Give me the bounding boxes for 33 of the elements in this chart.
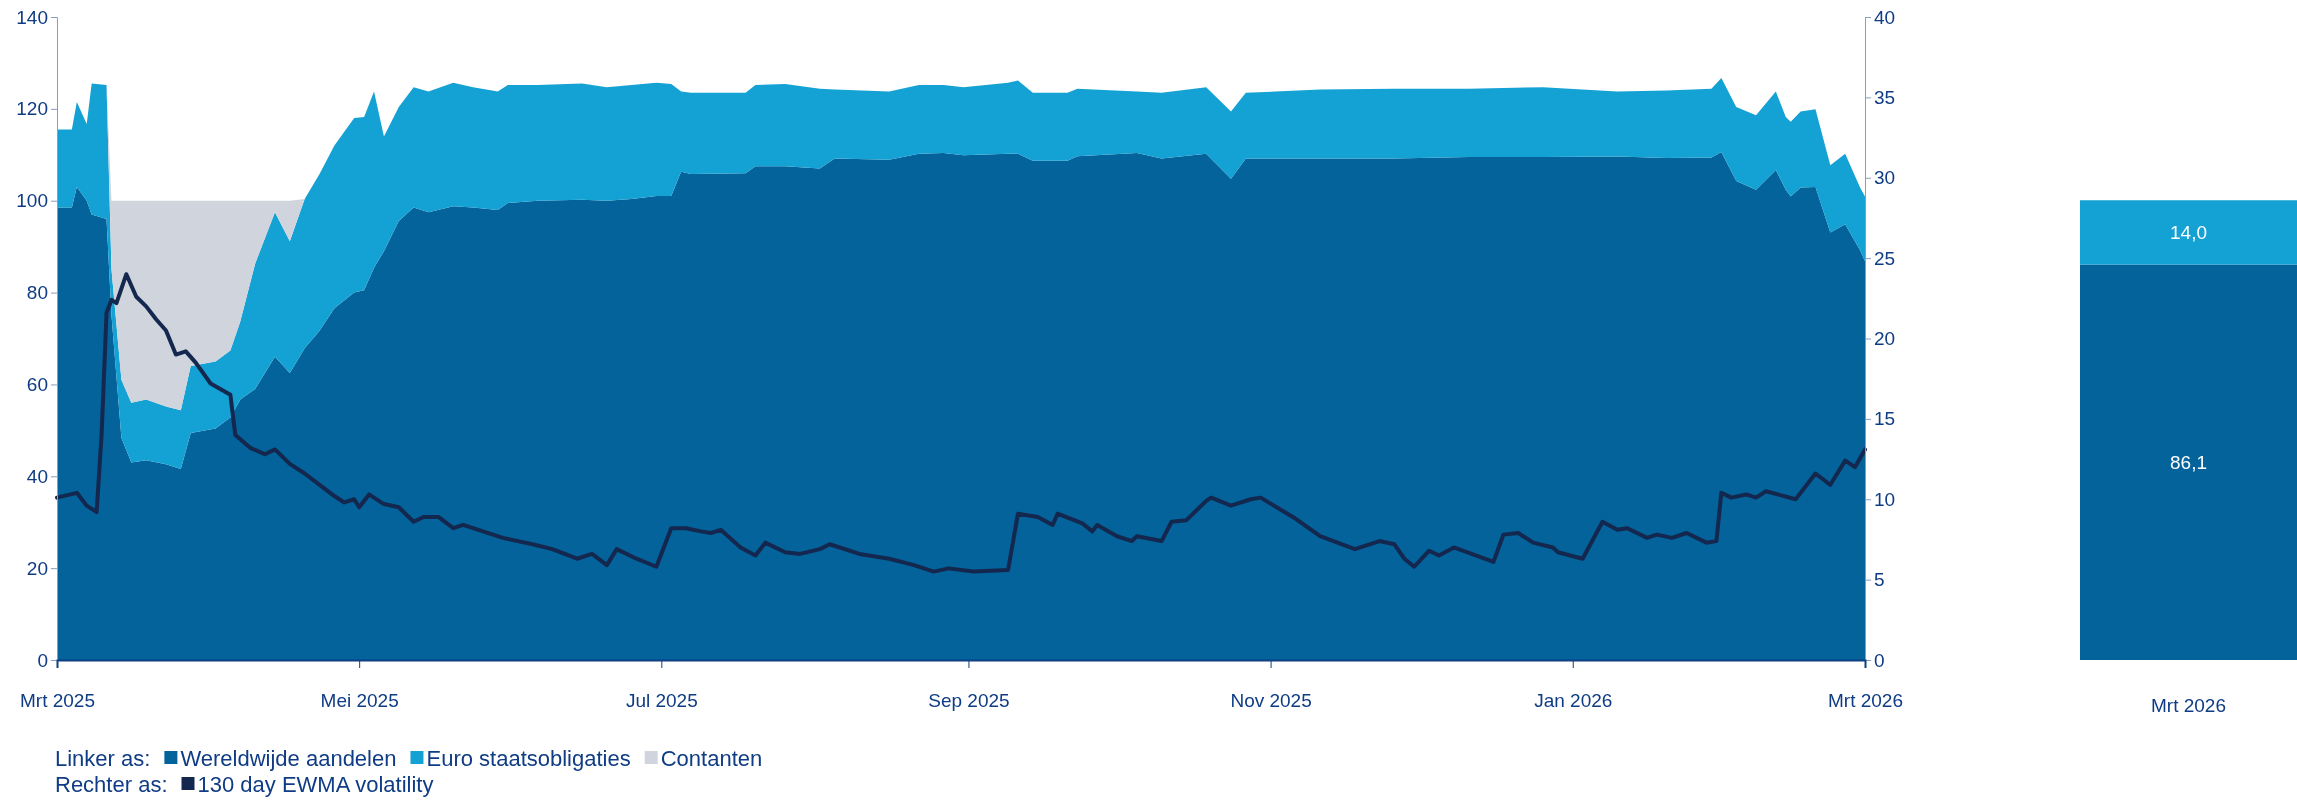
x-tick-label: Mrt 2025 [20, 690, 95, 712]
x-tick-label: Sep 2025 [928, 690, 1010, 712]
y-tick-label: 0 [37, 649, 48, 671]
data-label: 14,0 [2170, 222, 2207, 244]
y2-tick-label: 10 [1874, 488, 1896, 510]
text: Rechter as: [55, 772, 168, 797]
y2-tick-label: 30 [1874, 167, 1896, 189]
y-tick-label: 120 [16, 98, 48, 120]
y2-tick-label: 25 [1874, 247, 1896, 269]
legend-label: Contanten [660, 746, 763, 771]
y-tick-label: 140 [16, 6, 48, 28]
x-tick-label: Jul 2025 [625, 690, 698, 712]
x-tick-label: Mei 2025 [320, 690, 399, 712]
data-label: 86,1 [2170, 452, 2207, 474]
text: Linker as: [55, 746, 151, 771]
y2-tick-label: 35 [1874, 86, 1896, 108]
legend-label: Euro staatsobligaties [426, 746, 631, 771]
y-tick-label: 60 [26, 374, 48, 396]
y2-tick-label: 5 [1874, 569, 1885, 591]
y-tick-label: 100 [16, 190, 48, 212]
y2-tick-label: 40 [1874, 6, 1896, 28]
legend-label: Wereldwijde aandelen [180, 746, 397, 771]
x-tick-label: Mrt 2026 [1828, 690, 1903, 712]
y2-tick-label: 15 [1874, 408, 1896, 430]
y-tick-label: 20 [26, 557, 48, 579]
x-tick-label: Nov 2025 [1230, 690, 1312, 712]
legend-label: 130 day EWMA volatility [197, 772, 434, 797]
y2-tick-label: 0 [1874, 649, 1885, 671]
y2-tick-label: 20 [1874, 328, 1896, 350]
x-tick-label: Mrt 2026 [2151, 695, 2226, 716]
y-tick-label: 80 [26, 282, 48, 304]
x-tick-label: Jan 2026 [1534, 690, 1613, 712]
y-tick-label: 40 [26, 465, 48, 487]
